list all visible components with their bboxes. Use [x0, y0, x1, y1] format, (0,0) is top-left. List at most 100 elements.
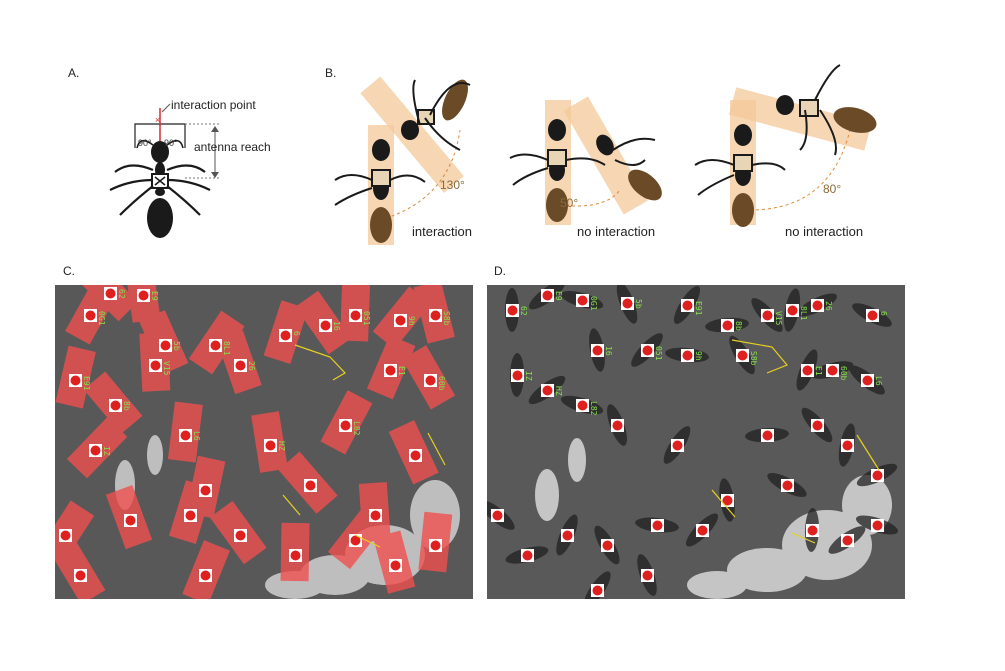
angle-right-label: 90° [164, 138, 178, 148]
ant-tag-id: 16 [604, 346, 613, 356]
panel-b-case-1 [334, 76, 471, 245]
ant-tag-marker [349, 534, 362, 547]
ant-tag-marker: 9h [394, 314, 416, 327]
ant-tag-id: L6 [874, 376, 883, 386]
ant-tag-id: E91 [82, 376, 91, 391]
ant-tag-id: IZ [102, 446, 111, 456]
ant-tag-marker: 8b [721, 319, 743, 332]
ant-tag-marker: E1 [801, 364, 823, 377]
panel-c-photo: 62 E9 0G1 5b E91 8b V15 8L1 26 6 16 051 9h S8b E1 60b L6… [55, 285, 473, 599]
interaction-point-label: interaction point [171, 98, 256, 112]
ant-tag-marker: E91 [681, 299, 703, 316]
angle-left-label: 90° [138, 138, 152, 148]
ant-tag-marker [59, 529, 72, 542]
ant-tag-marker [871, 469, 884, 482]
ant-tag-id: 051 [362, 311, 371, 326]
ant-tag-marker: 26 [811, 299, 833, 312]
ant-tag-marker: IZ [511, 369, 533, 382]
ant-tag-id: E9 [150, 291, 159, 301]
ant-tag-id: 8L1 [222, 341, 231, 356]
ant-tag-marker [389, 559, 402, 572]
ant-tag-id: HZ [554, 386, 563, 396]
ant-tag-marker: 62 [104, 287, 126, 300]
ant-tag-id: 8b [734, 321, 743, 331]
ant-tag-marker [781, 479, 794, 492]
ant-tag-id: 051 [654, 346, 663, 361]
ant-tag-id: 5b [172, 341, 181, 351]
case-3-angle: 80° [823, 182, 842, 196]
ant-tag-marker: S8b [429, 309, 451, 326]
panel-b-case-3 [694, 64, 877, 227]
ant-tag-marker: IZ [89, 444, 111, 457]
panel-label-a: A. [68, 66, 80, 80]
case-2-caption: no interaction [577, 224, 656, 239]
ant-tag-id: 16 [332, 321, 341, 331]
ant-tag-marker: 0G1 [84, 309, 106, 326]
case-3-caption: no interaction [785, 224, 864, 239]
ant-tag-id: 0G1 [589, 296, 598, 311]
ant-tag-marker [199, 484, 212, 497]
ant-tag-id: HZ [277, 441, 286, 451]
ant-tag-marker: 8L1 [209, 339, 231, 356]
ant-tag-marker: 60b [826, 364, 848, 381]
ant-tag-marker [601, 539, 614, 552]
ant-tag-id: 8b [122, 401, 131, 411]
ant-tag-marker: 6 [279, 329, 301, 342]
ant-tag-marker [184, 509, 197, 522]
ant-tag-marker: 8L1 [786, 304, 808, 321]
ant-tag-id: 8L1 [799, 306, 808, 321]
ant-tag-marker: 9h [681, 349, 703, 362]
ant-tag-marker [671, 439, 684, 452]
ant-tag-id: 9h [407, 316, 416, 326]
panel-a-diagram: × [109, 103, 220, 238]
ant-tag-marker: L82 [576, 399, 598, 416]
ant-tag-marker [871, 519, 884, 532]
ant-tag-id: S8b [442, 311, 451, 326]
ant-tag-marker [591, 584, 604, 597]
ant-tag-id: 62 [519, 306, 528, 316]
ant-tag-id: 9h [694, 351, 703, 361]
panel-label-c: C. [63, 264, 75, 278]
ant-tag-marker: V15 [149, 359, 171, 376]
ant-tag-id: 6 [879, 311, 888, 316]
ant-tag-marker [429, 539, 442, 552]
ant-tag-id: 5b [634, 299, 643, 309]
ant-tag-id: 62 [117, 289, 126, 299]
ant-tag-marker: E1 [384, 364, 406, 377]
ant-tag-marker [304, 479, 317, 492]
ant-tag-marker [234, 529, 247, 542]
ant-tag-marker: S8b [736, 349, 758, 366]
ant-tag-marker [491, 509, 504, 522]
ant-tag-marker: 051 [349, 309, 371, 326]
ant-tag-marker [409, 449, 422, 462]
ant-tag-marker: 051 [641, 344, 663, 361]
ant-tag-id: L82 [589, 401, 598, 416]
ant-tag-marker: 60b [424, 374, 446, 391]
ant-tag-id: 0G1 [97, 311, 106, 326]
ant-tag-id: V15 [162, 361, 171, 376]
ant-tag-id: L6 [192, 431, 201, 441]
ant-tag-marker [521, 549, 534, 562]
ant-tag-marker: HZ [264, 439, 286, 452]
ant-tag-marker [641, 569, 654, 582]
panel-label-b: B. [325, 66, 337, 80]
ant-tag-id: E9 [554, 291, 563, 301]
ant-tag-id: IZ [524, 371, 533, 381]
ant-tag-marker: L82 [339, 419, 361, 436]
panel-d-photo: 62 E9 0G1 5b E91 8b V15 8L1 26 6 16 051 9h S8b E1 60b L6… [487, 285, 905, 599]
ant-tag-id: 26 [824, 301, 833, 311]
ant-tag-marker: 16 [319, 319, 341, 332]
ant-tag-id: L82 [352, 421, 361, 436]
ant-tag-marker: 62 [506, 304, 528, 317]
ant-tag-marker: E9 [137, 289, 159, 302]
panel-b-case-2 [509, 96, 662, 225]
ant-tag-id: E1 [397, 366, 406, 376]
ant-tag-marker: 6 [866, 309, 888, 322]
ant-tag-marker: 5b [159, 339, 181, 352]
ant-tag-marker: 26 [234, 359, 256, 372]
ant-tag-marker: V15 [761, 309, 783, 326]
antenna-reach-label: antenna reach [194, 140, 271, 154]
ant-tag-marker [841, 439, 854, 452]
ant-tag-id: 60b [839, 366, 848, 381]
ant-tag-marker [841, 534, 854, 547]
